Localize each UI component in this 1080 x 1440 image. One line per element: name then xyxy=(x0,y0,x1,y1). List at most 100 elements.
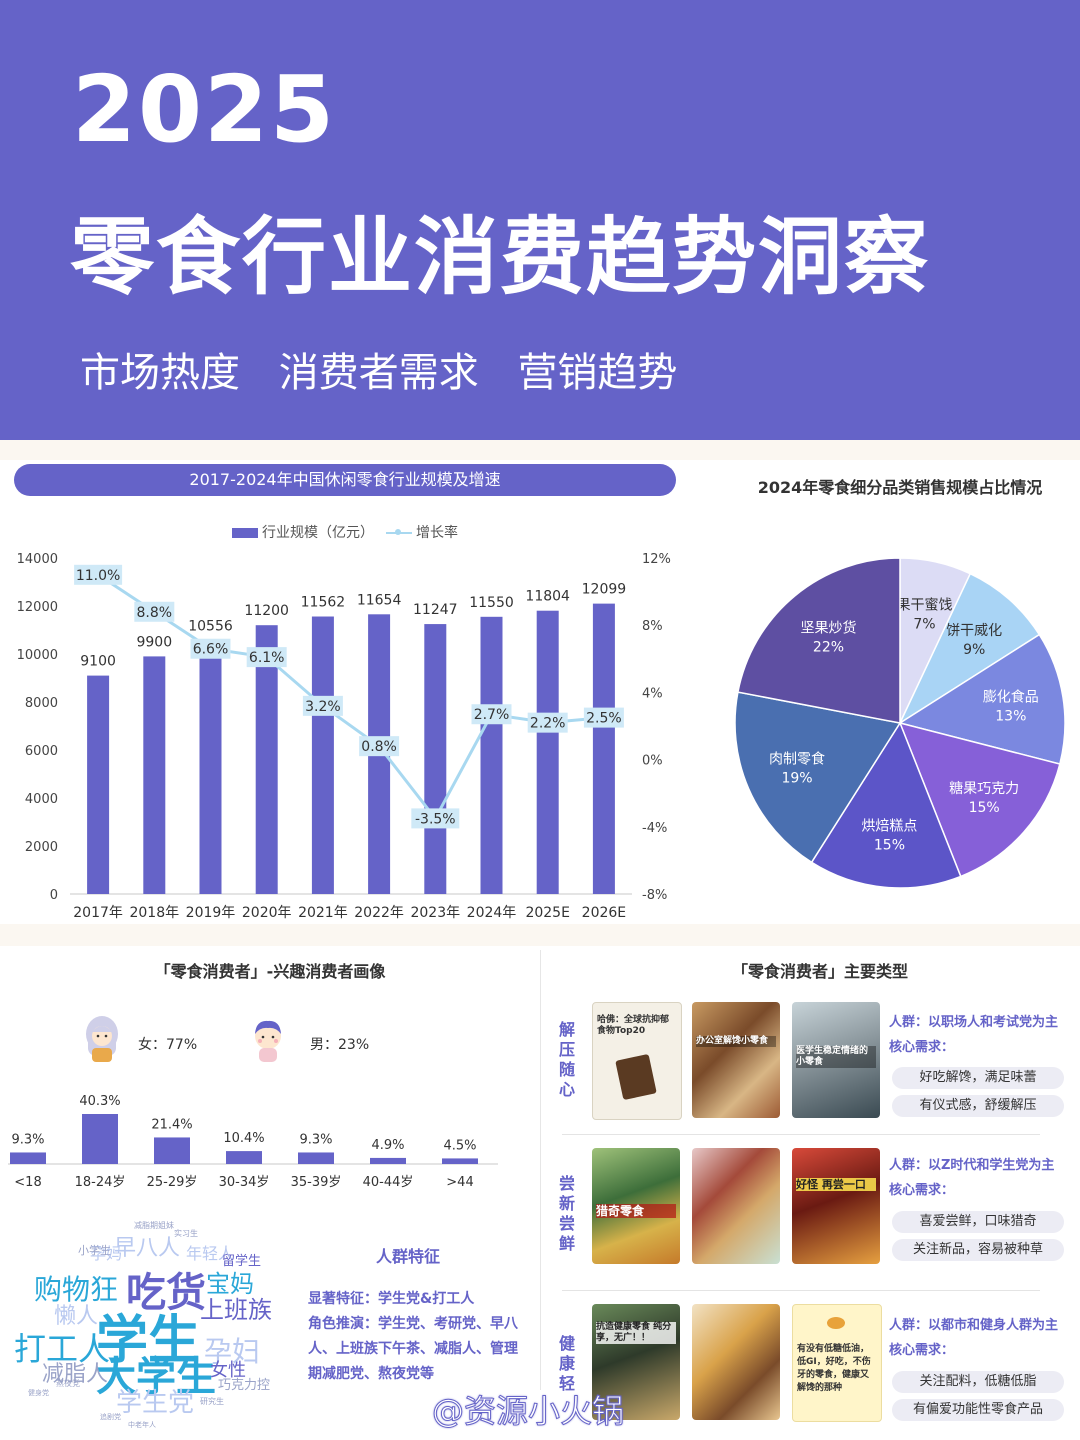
y2-tick-label: 12% xyxy=(642,552,671,567)
word-cloud-term: 减脂期姐妹 xyxy=(134,1221,174,1230)
type-need-label-novelty: 核心需求： xyxy=(889,1183,955,1198)
rate-label: 2.7% xyxy=(474,707,510,723)
pie-slice-value: 22% xyxy=(813,640,844,656)
rate-label: -3.5% xyxy=(415,811,456,827)
subtitle-market-heat: 市场热度 xyxy=(80,350,240,396)
bar xyxy=(255,625,278,894)
pie-slice-label: 肉制零食 xyxy=(769,751,825,768)
need-tag: 喜爱尝鲜，口味猎奇 xyxy=(892,1211,1064,1233)
word-cloud: 学生 吃货 大学生 打工人 购物狂 孕妇 上班族 宝妈 减脂人 懒人 早八人 学生党 女性 年轻人 孕妈 留学… xyxy=(10,1220,300,1430)
type-need-label-health: 核心需求： xyxy=(889,1343,955,1358)
rate-label: 2.2% xyxy=(530,716,566,732)
y-tick-label: 10000 xyxy=(17,648,58,663)
word-cloud-term: 留学生 xyxy=(222,1254,262,1269)
word-cloud-term: 健身党 xyxy=(28,1389,49,1397)
type-need-label-relief: 核心需求： xyxy=(889,1040,955,1055)
pie-slice-value: 9% xyxy=(963,642,985,658)
hero-banner: 2025 零食行业消费趋势洞察 市场热度 消费者需求 营销趋势 xyxy=(0,0,1080,440)
word-cloud-term: 中老年人 xyxy=(128,1421,156,1429)
rate-label: 6.6% xyxy=(193,642,229,658)
row-separator xyxy=(562,1134,1040,1135)
thumb-relief-1: 哈佛：全球抗抑郁食物Top20 xyxy=(592,1002,682,1120)
need-tag: 关注新品，容易被种草 xyxy=(892,1239,1064,1261)
type-crowd-relief: 人群：以职场人和考试党为主 xyxy=(889,1015,1059,1030)
age-category-label: <18 xyxy=(14,1175,41,1190)
bar-value-label: 11562 xyxy=(301,595,346,611)
pie-slice-value: 15% xyxy=(969,800,1000,816)
trait-line-1: 显著特征：学生党&打工人 xyxy=(308,1291,475,1307)
y-tick-label: 14000 xyxy=(17,552,58,567)
female-share: 女：77% xyxy=(138,1037,198,1053)
y2-tick-label: 4% xyxy=(642,686,663,701)
word-cloud-term: 学生 xyxy=(96,1311,201,1371)
word-cloud-term: 宝妈 xyxy=(206,1270,254,1298)
thumb-caption: 好怪 再尝一口 xyxy=(796,1178,876,1191)
bar xyxy=(143,656,166,894)
pie-slice xyxy=(898,633,1066,765)
bar xyxy=(536,610,559,894)
types-title: 「零食消费者」主要类型 xyxy=(731,962,908,981)
pie-slice xyxy=(737,557,901,724)
band-middle xyxy=(0,924,1080,946)
pie-slice-label: 坚果炒货 xyxy=(800,620,856,637)
age-category-label: >44 xyxy=(446,1175,473,1190)
y-tick-label: 2000 xyxy=(25,840,58,855)
pie-slice-label: 果干蜜饯 xyxy=(896,598,952,614)
age-category-label: 25-29岁 xyxy=(147,1175,198,1190)
age-bar xyxy=(370,1157,406,1164)
word-cloud-term: 购物狂 xyxy=(34,1273,119,1306)
x-tick-label: 2023年 xyxy=(410,905,460,921)
thumb-caption: 抗造健康零食 纯分享，无广！！ xyxy=(596,1322,676,1344)
rate-label: 11.0% xyxy=(76,568,120,584)
rate-label-box xyxy=(134,601,175,622)
row-separator xyxy=(562,1290,1040,1291)
need-tag: 关注配料，低糖低脂 xyxy=(892,1371,1064,1393)
pie-slice-value: 13% xyxy=(995,708,1026,724)
type-label-novelty: 尝新尝鲜 xyxy=(558,1174,575,1253)
bar-value-label: 9900 xyxy=(136,634,172,650)
word-cloud-term: 巧克力控 xyxy=(218,1378,271,1393)
x-tick-label: 2021年 xyxy=(298,905,348,921)
type-crowd-novelty: 人群：以Z时代和学生党为主 xyxy=(889,1158,1055,1173)
word-cloud-term: 打工人 xyxy=(14,1330,111,1368)
age-bar xyxy=(442,1158,478,1164)
pie-slice-value: 19% xyxy=(781,771,812,787)
thumb-health-2 xyxy=(692,1304,780,1420)
age-chart: 9.3% <18 40.3% 18-24岁 21.4% 25-29岁 10.4% 30-34岁… xyxy=(8,1094,498,1190)
rate-label-box xyxy=(302,695,343,716)
word-cloud-term: 小学生 xyxy=(78,1244,111,1257)
age-bar-label: 40.3% xyxy=(79,1094,120,1109)
word-cloud-term: 大学生 xyxy=(96,1354,216,1400)
bar-value-label: 12099 xyxy=(582,582,627,598)
age-bar-label: 4.9% xyxy=(371,1138,404,1153)
market-chart-title: 2017-2024年中国休闲零食行业规模及增速 xyxy=(14,464,676,496)
pie-slice-value: 7% xyxy=(913,617,935,633)
word-cloud-term: 研究生 xyxy=(200,1397,224,1406)
need-tag: 好吃解馋，满足味蕾 xyxy=(892,1067,1064,1089)
legend-line-swatch xyxy=(386,529,412,535)
y-tick-label: 12000 xyxy=(17,600,58,615)
trait-line-3: 人、上班族下午茶、减脂人、管理 xyxy=(308,1341,518,1357)
word-cloud-term: 懒人 xyxy=(54,1304,99,1329)
pie-slice-value: 15% xyxy=(874,838,905,854)
bar-value-label: 10556 xyxy=(188,619,233,635)
legend-bar-label: 行业规模（亿元） xyxy=(262,525,374,541)
pie-slice-label: 饼干威化 xyxy=(946,623,1002,639)
section-divider xyxy=(540,950,541,1390)
age-category-label: 18-24岁 xyxy=(75,1175,126,1190)
age-category-label: 35-39岁 xyxy=(291,1175,342,1190)
age-bar-label: 9.3% xyxy=(299,1132,332,1147)
x-tick-label: 2025E xyxy=(525,905,569,921)
pie-slice-label: 膨化食品 xyxy=(983,688,1039,705)
word-cloud-term: 孕妇 xyxy=(204,1335,261,1368)
thumb-caption: 医学生稳定情绪的小零食 xyxy=(796,1046,876,1068)
y2-tick-label: -8% xyxy=(642,888,667,903)
age-bar xyxy=(10,1152,46,1164)
legend-line-label: 增长率 xyxy=(416,525,458,541)
x-tick-label: 2018年 xyxy=(129,905,179,921)
rate-label: 0.8% xyxy=(361,739,397,755)
pie-slice xyxy=(734,691,902,864)
y-tick-label: 0 xyxy=(50,888,58,903)
rate-label-box xyxy=(359,736,400,757)
word-cloud-term: 吃货 xyxy=(126,1270,206,1316)
